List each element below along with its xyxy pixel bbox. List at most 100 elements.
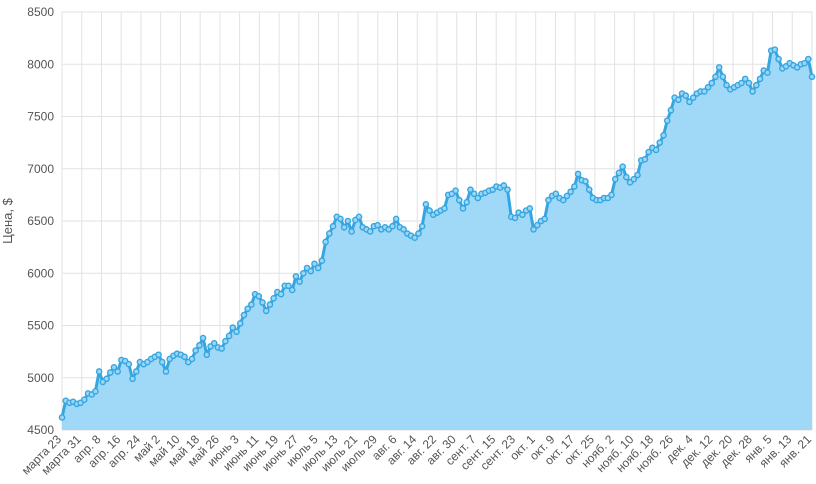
data-point (452, 187, 459, 194)
data-point (504, 186, 511, 193)
data-point (277, 290, 285, 298)
data-point (563, 192, 571, 200)
data-point (162, 368, 170, 375)
data-point (656, 139, 664, 146)
data-point (374, 221, 381, 229)
data-point (552, 190, 560, 198)
data-point (199, 334, 207, 342)
data-point (426, 207, 433, 214)
data-point (630, 175, 638, 183)
data-point (660, 132, 667, 139)
data-point (422, 200, 430, 208)
data-point (259, 299, 266, 306)
data-point (619, 163, 626, 170)
data-point (708, 79, 716, 87)
data-point (775, 55, 782, 63)
data-point (288, 286, 296, 294)
data-point (701, 88, 708, 95)
data-point (623, 173, 630, 181)
data-point (348, 228, 355, 235)
data-point (611, 175, 619, 183)
data-point (511, 214, 519, 222)
data-point (801, 59, 808, 67)
data-point (300, 269, 307, 277)
data-point (233, 328, 240, 336)
data-point (764, 69, 771, 76)
data-point (218, 345, 225, 352)
data-point (240, 311, 248, 319)
data-point (667, 106, 675, 114)
data-point (307, 267, 315, 275)
data-point (753, 81, 760, 89)
data-point (266, 301, 274, 308)
data-point (340, 223, 348, 231)
data-point (652, 146, 660, 154)
data-point (704, 83, 712, 91)
data-point (322, 238, 329, 246)
data-point (741, 75, 749, 83)
data-point (500, 182, 508, 189)
data-point (723, 81, 730, 89)
data-point (318, 257, 326, 265)
price-area-fill (62, 49, 812, 431)
data-point (474, 194, 482, 202)
data-point (467, 186, 474, 193)
data-point (326, 230, 333, 237)
data-point (608, 191, 615, 199)
data-point (418, 222, 426, 230)
data-point (526, 205, 534, 212)
data-point (749, 88, 756, 95)
y-tick-label: 6000 (27, 266, 54, 280)
data-point (58, 414, 66, 421)
data-point (248, 301, 255, 308)
y-axis-title: Цена, $ (0, 197, 15, 243)
data-point (804, 55, 812, 63)
data-point (389, 222, 396, 230)
data-point (463, 198, 471, 206)
data-point (771, 46, 779, 53)
data-point (270, 295, 277, 302)
data-point (745, 79, 753, 87)
data-point (155, 351, 162, 359)
data-point (192, 347, 199, 354)
data-point (533, 221, 541, 229)
data-point (634, 171, 641, 179)
data-point (663, 117, 671, 124)
data-point (738, 79, 745, 87)
data-point (470, 190, 478, 198)
data-point (719, 73, 727, 81)
data-point (296, 278, 303, 285)
data-point (181, 353, 188, 361)
price-series (58, 46, 816, 431)
data-point (455, 196, 463, 204)
data-point (459, 205, 467, 212)
data-point (80, 396, 88, 403)
y-tick-label: 6500 (27, 214, 54, 228)
data-point (210, 339, 218, 347)
data-point (519, 211, 526, 219)
data-point (110, 363, 118, 371)
data-point (441, 205, 448, 212)
data-point (615, 169, 623, 177)
data-point (236, 320, 244, 327)
data-point (203, 351, 211, 359)
y-tick-label: 7000 (27, 162, 54, 176)
data-point (415, 230, 422, 237)
data-point (567, 188, 574, 196)
y-tick-label: 4500 (27, 423, 54, 437)
data-point (545, 196, 552, 204)
data-point (582, 177, 589, 185)
data-point (675, 96, 682, 104)
data-point (530, 226, 537, 233)
data-point (366, 228, 374, 235)
data-point (132, 368, 140, 375)
data-point (222, 337, 229, 345)
data-point (292, 273, 300, 280)
data-point (585, 186, 593, 193)
data-point (244, 305, 251, 313)
y-tick-label: 7500 (27, 110, 54, 124)
y-tick-label: 8500 (27, 5, 54, 19)
data-point (196, 342, 203, 349)
data-point (158, 358, 166, 366)
